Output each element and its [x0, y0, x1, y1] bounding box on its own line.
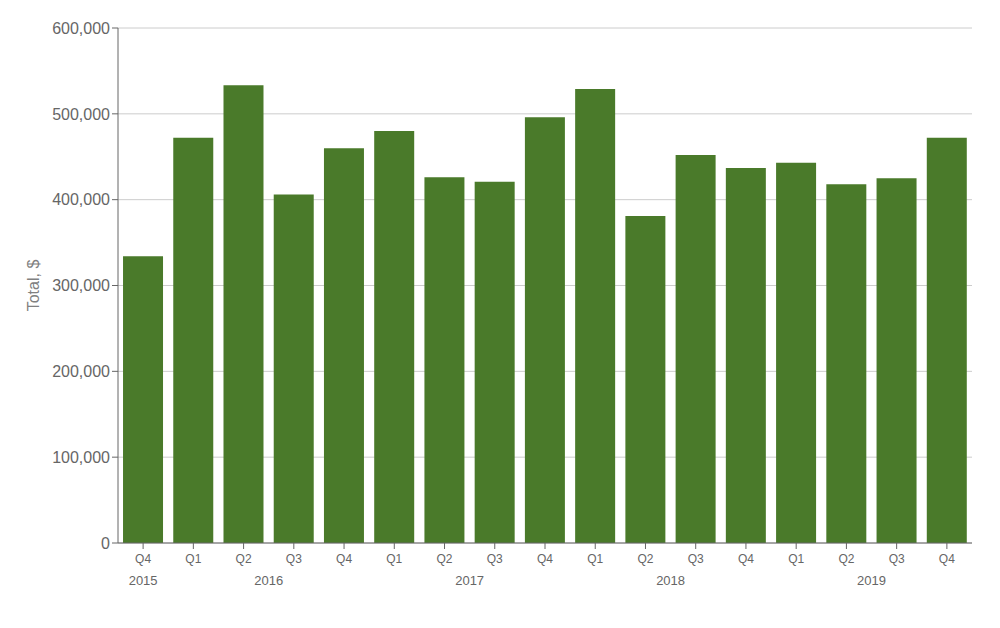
svg-text:Q4: Q4: [738, 552, 754, 566]
svg-text:2017: 2017: [455, 573, 484, 588]
svg-text:Total, $: Total, $: [25, 260, 42, 312]
svg-text:Q4: Q4: [135, 552, 151, 566]
svg-text:Q1: Q1: [185, 552, 201, 566]
svg-text:Q4: Q4: [537, 552, 553, 566]
svg-text:400,000: 400,000: [52, 191, 110, 208]
svg-text:Q1: Q1: [587, 552, 603, 566]
svg-text:0: 0: [101, 535, 110, 552]
svg-text:Q2: Q2: [637, 552, 653, 566]
svg-text:200,000: 200,000: [52, 363, 110, 380]
svg-text:2018: 2018: [656, 573, 685, 588]
svg-text:Q3: Q3: [286, 552, 302, 566]
svg-text:Q2: Q2: [838, 552, 854, 566]
svg-text:Q3: Q3: [688, 552, 704, 566]
svg-text:Q4: Q4: [336, 552, 352, 566]
svg-text:100,000: 100,000: [52, 449, 110, 466]
svg-text:600,000: 600,000: [52, 20, 110, 37]
svg-text:Q3: Q3: [889, 552, 905, 566]
svg-text:Q3: Q3: [487, 552, 503, 566]
svg-text:2015: 2015: [129, 573, 158, 588]
svg-text:Q1: Q1: [788, 552, 804, 566]
svg-text:2019: 2019: [857, 573, 886, 588]
svg-text:Q2: Q2: [437, 552, 453, 566]
svg-text:Q1: Q1: [386, 552, 402, 566]
svg-text:300,000: 300,000: [52, 277, 110, 294]
svg-text:500,000: 500,000: [52, 106, 110, 123]
svg-text:2016: 2016: [254, 573, 283, 588]
svg-text:Q2: Q2: [236, 552, 252, 566]
svg-text:Q4: Q4: [939, 552, 955, 566]
